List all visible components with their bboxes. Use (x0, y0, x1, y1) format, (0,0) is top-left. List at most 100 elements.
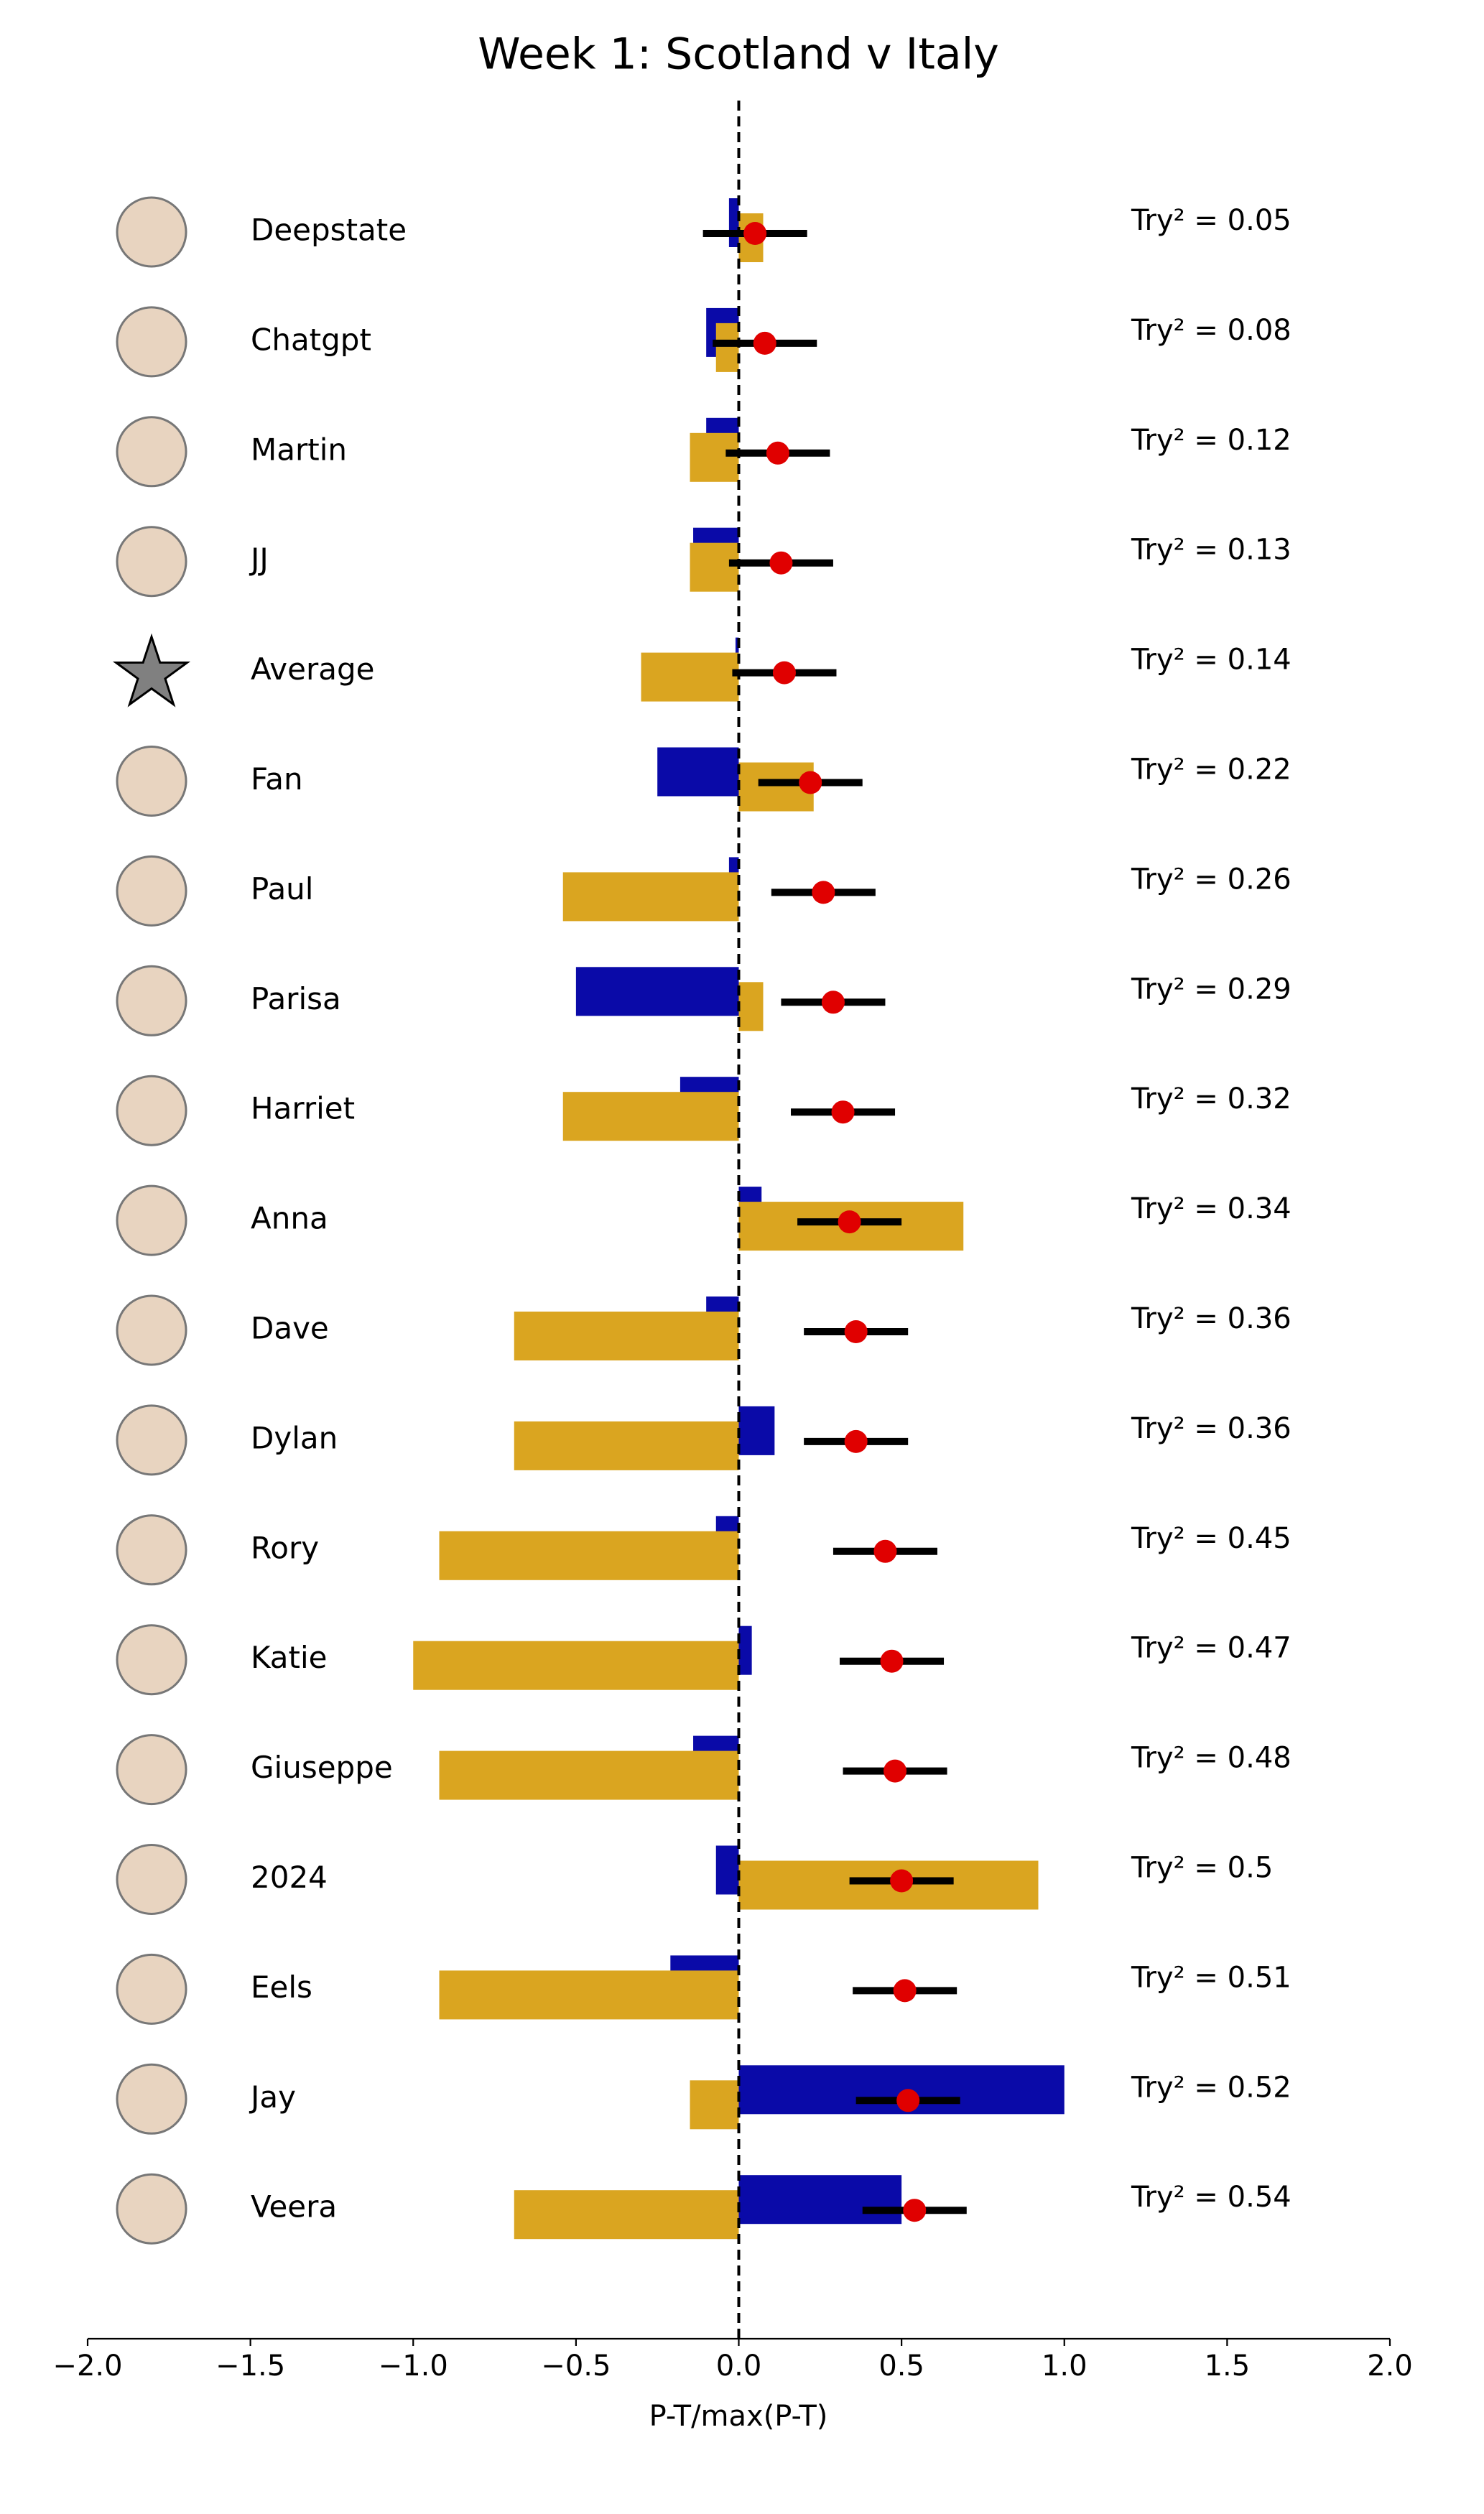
bar (562, 1092, 739, 1141)
icon (116, 2063, 187, 2135)
point (812, 881, 835, 904)
x-tick-label: 2.0 (1367, 2350, 1413, 2383)
bar (738, 2175, 902, 2225)
chart-title: Week 1: Scotland v Italy (478, 29, 999, 80)
icon (116, 416, 187, 488)
x-tick-label: −1.5 (215, 2350, 285, 2383)
point (903, 2199, 927, 2222)
icon (116, 306, 187, 378)
bar (439, 1970, 739, 2020)
value-label: Try² = 0.22 (1131, 753, 1291, 787)
bar (439, 1750, 739, 1800)
point (884, 1759, 907, 1783)
bar (514, 1312, 739, 1360)
icon (116, 1404, 187, 1476)
icon (116, 746, 187, 817)
bar (439, 1531, 739, 1580)
point (838, 1210, 861, 1234)
bar (690, 432, 739, 482)
icon (116, 855, 187, 927)
x-tick-label: 0.5 (878, 2350, 924, 2383)
x-tick-label: −0.5 (541, 2350, 611, 2383)
icon (116, 526, 187, 598)
value-label: Try² = 0.26 (1131, 863, 1291, 896)
value-label: Try² = 0.48 (1131, 1742, 1291, 1775)
point (844, 1429, 868, 1453)
value-label: Try² = 0.52 (1131, 2071, 1291, 2104)
x-axis-label: P-T/max(P-T) (649, 2400, 828, 2433)
x-tick-label: 1.5 (1205, 2350, 1251, 2383)
icon (116, 1844, 187, 1915)
category-label: Paul (251, 871, 313, 906)
icon (116, 1953, 187, 2025)
x-tick-label: −1.0 (379, 2350, 448, 2383)
bar (738, 1406, 775, 1455)
bar (715, 1845, 739, 1895)
value-label: Try² = 0.05 (1131, 204, 1291, 237)
category-label: Fan (251, 761, 303, 797)
bar (690, 2080, 739, 2130)
point (893, 1979, 917, 2003)
point (831, 1100, 855, 1124)
bar (690, 542, 739, 592)
value-label: Try² = 0.29 (1131, 973, 1291, 1006)
bar (641, 652, 739, 702)
bar (738, 982, 764, 1031)
value-label: Try² = 0.47 (1131, 1632, 1291, 1665)
point (743, 222, 767, 245)
bar (738, 1860, 1039, 1910)
icon (116, 1184, 187, 1256)
icon (116, 1075, 187, 1146)
value-label: Try² = 0.14 (1131, 644, 1291, 677)
bar (728, 198, 739, 247)
value-label: Try² = 0.51 (1131, 1961, 1291, 1994)
category-label: Eels (251, 1970, 312, 2005)
point (890, 1869, 914, 1893)
value-label: Try² = 0.5 (1131, 1852, 1273, 1885)
category-label: Veera (251, 2189, 337, 2225)
bar (514, 2190, 739, 2240)
value-label: Try² = 0.54 (1131, 2181, 1291, 2214)
point (873, 1539, 897, 1563)
category-label: Katie (251, 1640, 328, 1675)
icon (116, 1624, 187, 1696)
point (880, 1649, 904, 1673)
value-label: Try² = 0.12 (1131, 424, 1291, 457)
point (769, 551, 793, 575)
category-label: Giuseppe (251, 1750, 393, 1785)
bar (657, 747, 739, 797)
icon (116, 1514, 187, 1586)
value-label: Try² = 0.36 (1131, 1412, 1291, 1445)
icon (116, 1294, 187, 1366)
point (753, 331, 776, 355)
value-label: Try² = 0.13 (1131, 534, 1291, 567)
x-tick-label: 0.0 (716, 2350, 762, 2383)
value-label: Try² = 0.45 (1131, 1522, 1291, 1555)
icon (116, 965, 187, 1036)
category-label: JJ (249, 542, 269, 577)
category-label: Deepstate (251, 213, 407, 248)
value-label: Try² = 0.08 (1131, 314, 1291, 347)
bar (562, 872, 739, 922)
point (821, 991, 845, 1014)
value-label: Try² = 0.36 (1131, 1302, 1291, 1335)
point (772, 661, 796, 685)
icon (116, 2173, 187, 2245)
category-label: Dylan (251, 1420, 338, 1455)
icon (116, 1734, 187, 1806)
category-label: 2024 (251, 1860, 328, 1895)
point (844, 1320, 868, 1343)
bar (715, 323, 739, 372)
point (799, 771, 822, 794)
bar (413, 1641, 739, 1690)
category-label: Martin (251, 432, 347, 467)
bar (514, 1421, 739, 1470)
icon (112, 633, 191, 708)
value-label: Try² = 0.34 (1131, 1192, 1291, 1225)
category-label: Anna (251, 1201, 328, 1236)
point (766, 441, 789, 465)
category-label: Parisa (251, 981, 341, 1016)
category-label: Chatgpt (251, 322, 371, 357)
category-label: Jay (249, 2079, 296, 2115)
